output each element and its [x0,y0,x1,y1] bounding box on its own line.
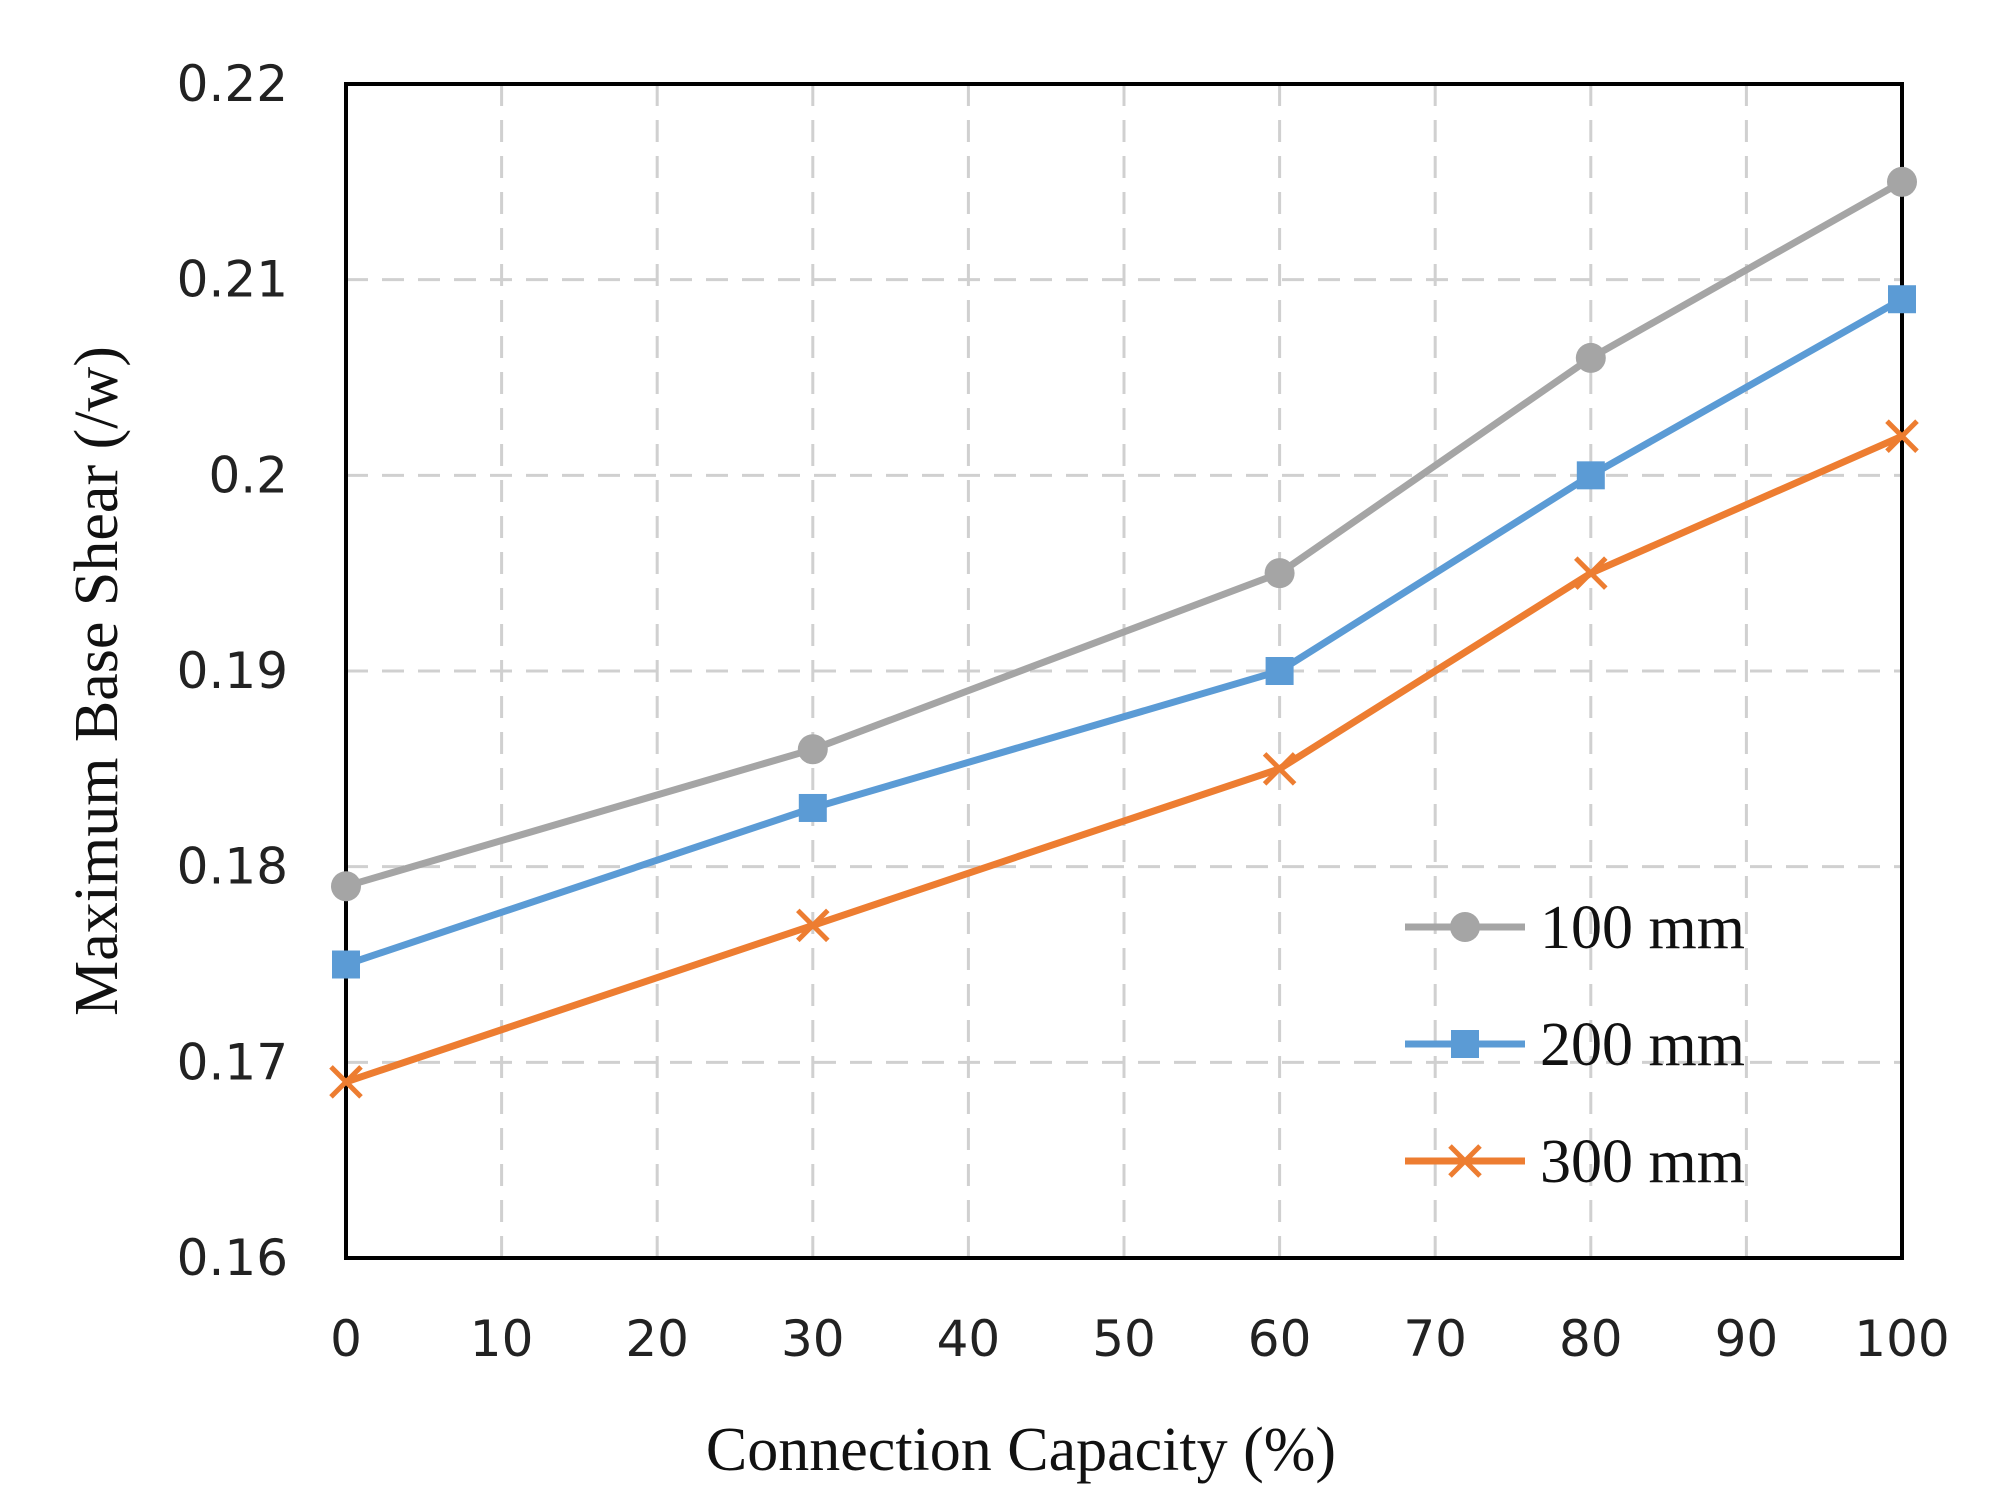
y-tick-label: 0.22 [177,55,288,113]
x-tick-label: 80 [1559,1310,1623,1368]
data-point [1885,419,1919,453]
series-200-mm [332,285,1916,979]
data-point [1264,558,1295,589]
data-point [1262,752,1297,786]
y-tick-label: 0.17 [177,1033,288,1091]
y-axis-title: Maximum Base Shear (/w) [63,346,131,1016]
y-axis-ticks: 0.16 0.17 0.18 0.19 0.2 0.21 0.22 [177,55,288,1287]
legend-label: 100 mm [1540,894,1745,962]
y-tick-label: 0.2 [208,446,288,504]
data-point [1576,461,1605,490]
data-point [332,950,360,979]
y-tick-label: 0.19 [177,642,288,700]
x-tick-label: 0 [330,1310,362,1368]
x-tick-label: 60 [1248,1310,1312,1368]
data-point [329,1065,363,1099]
legend-entry: 100 mm [1405,894,1745,962]
series-300-mm [329,419,1919,1099]
x-axis-ticks: 0 10 20 30 40 50 60 70 80 90 100 [330,1310,1950,1368]
x-tick-label: 100 [1854,1310,1949,1368]
x-tick-label: 90 [1715,1310,1779,1368]
x-tick-label: 20 [625,1310,689,1368]
legend-marker [1451,1030,1479,1058]
data-point [1265,657,1294,685]
x-tick-label: 50 [1092,1310,1156,1368]
legend-entry: 300 mm [1405,1128,1745,1196]
legend-label: 200 mm [1540,1011,1745,1079]
plot-frame [344,82,1904,1260]
y-tick-label: 0.21 [177,251,288,309]
series-100-mm [331,166,1917,902]
legend-entry: 200 mm [1405,1011,1745,1079]
y-tick-label: 0.16 [177,1229,288,1287]
x-tick-label: 30 [781,1310,845,1368]
data-point [1574,556,1608,590]
x-axis-title: Connection Capacity (%) [706,1416,1336,1484]
series-layer [329,166,1919,1099]
legend-label: 300 mm [1540,1128,1745,1196]
data-point [798,793,827,822]
y-tick-label: 0.18 [177,838,288,896]
legend-marker [1450,912,1480,942]
data-point [796,908,830,943]
legend-marker [1448,1144,1482,1178]
data-point [1575,342,1606,373]
data-point [1888,285,1916,314]
x-tick-label: 10 [470,1310,534,1368]
data-point [331,871,361,902]
gridlines [346,84,1902,1258]
x-tick-label: 70 [1403,1310,1467,1368]
data-point [797,734,828,765]
legend: 100 mm 200 mm 300 mm [1405,894,1745,1196]
data-point [1887,166,1917,197]
x-tick-label: 40 [937,1310,1001,1368]
